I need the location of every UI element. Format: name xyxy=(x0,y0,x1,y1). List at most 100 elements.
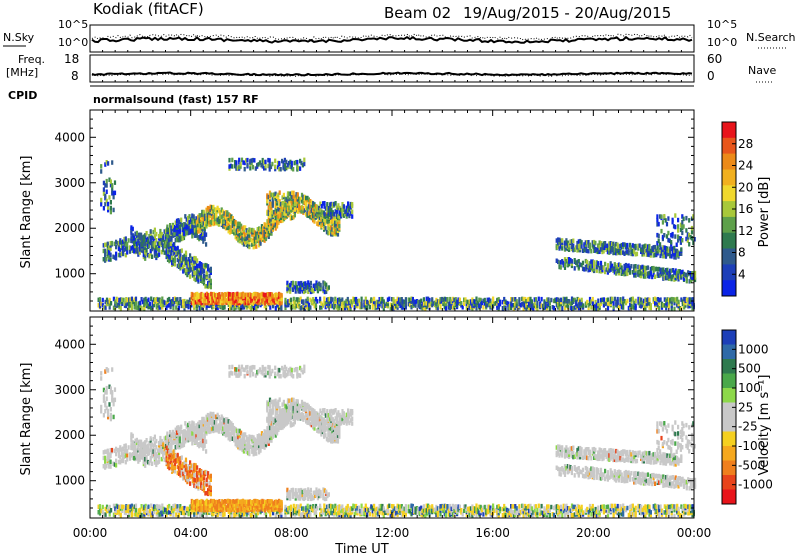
power-cell xyxy=(360,300,363,306)
power-cell xyxy=(238,233,241,238)
velocity-cell xyxy=(172,504,175,509)
power-cell xyxy=(681,220,684,225)
power-cell xyxy=(624,262,627,268)
power-cell xyxy=(228,300,231,305)
power-cell xyxy=(450,299,453,305)
power-cell xyxy=(232,299,235,304)
power-cell xyxy=(292,167,295,172)
power-cell xyxy=(336,226,340,231)
power-cell xyxy=(691,297,694,302)
power-cell xyxy=(316,204,319,209)
power-cell xyxy=(173,254,176,259)
velocity-cell xyxy=(576,503,579,509)
power-cell xyxy=(221,294,224,300)
velocity-cell xyxy=(573,504,576,510)
velocity-cell xyxy=(306,508,309,514)
power-cell xyxy=(418,303,421,308)
power-cell xyxy=(197,277,200,283)
power-cell xyxy=(612,266,615,271)
power-cell xyxy=(597,298,600,303)
power-cell xyxy=(428,297,431,303)
power-cell xyxy=(374,301,377,306)
power-cell xyxy=(465,299,468,305)
power-cell xyxy=(298,207,301,213)
power-cell xyxy=(263,234,266,240)
power-cell xyxy=(677,228,680,233)
power-cell xyxy=(109,246,112,252)
power-cell xyxy=(170,230,173,235)
power-cell xyxy=(267,232,270,237)
velocity-cell xyxy=(548,508,551,513)
power-cell xyxy=(688,242,691,247)
power-cell xyxy=(505,300,509,306)
power-cell xyxy=(319,282,322,288)
power-cell xyxy=(320,221,323,226)
power-cell xyxy=(402,302,405,308)
power-cell xyxy=(238,305,241,311)
power-cell xyxy=(693,237,696,242)
power-cell xyxy=(420,298,423,304)
velocity-cell xyxy=(233,513,236,518)
velocity-cell xyxy=(486,504,489,510)
power-cell xyxy=(402,305,405,310)
power-cell xyxy=(227,212,230,217)
power-cell xyxy=(295,192,298,197)
power-cell xyxy=(259,229,262,235)
velocity-cell xyxy=(497,504,500,509)
velocity-cell xyxy=(125,504,128,509)
power-cell xyxy=(656,222,659,227)
velocity-cell xyxy=(642,505,646,511)
power-cell xyxy=(588,301,592,306)
velocity-cell xyxy=(630,506,633,511)
velocity-cell xyxy=(287,509,290,515)
power-cell xyxy=(137,239,140,244)
power-cell xyxy=(196,270,199,275)
velocity-cell xyxy=(230,512,233,518)
velocity-cell xyxy=(125,508,128,513)
power-cell xyxy=(168,255,171,260)
power-cell xyxy=(115,244,118,250)
power-cell xyxy=(186,272,189,278)
power-cell xyxy=(341,202,344,207)
velocity-cell xyxy=(472,506,475,511)
power-cell xyxy=(684,303,687,308)
velocity-cell xyxy=(319,503,322,509)
power-cell xyxy=(642,249,645,255)
power-cell xyxy=(566,303,569,309)
power-cell xyxy=(294,194,297,200)
power-cell xyxy=(393,299,396,304)
power-cell xyxy=(528,301,531,307)
power-cell xyxy=(634,303,637,309)
velocity-cell xyxy=(371,508,374,514)
velocity-cell xyxy=(360,507,363,513)
power-cell xyxy=(355,303,358,308)
power-cell xyxy=(275,292,278,297)
power-cell xyxy=(283,163,286,168)
velocity-cell xyxy=(147,504,150,509)
power-cell xyxy=(109,205,112,211)
power-cell xyxy=(186,259,189,264)
power-cell xyxy=(193,255,196,261)
power-cell xyxy=(173,227,176,233)
power-cell xyxy=(379,296,383,302)
power-cell xyxy=(269,164,273,170)
power-cell xyxy=(576,240,579,246)
power-cell xyxy=(112,194,115,200)
power-cell xyxy=(261,160,264,165)
power-cell xyxy=(363,303,366,308)
power-cell xyxy=(467,299,470,305)
power-cell xyxy=(197,229,200,234)
power-cell xyxy=(299,166,302,171)
power-cell xyxy=(637,243,640,249)
velocity-cell xyxy=(450,506,453,512)
power-cell xyxy=(399,297,402,302)
power-cell xyxy=(112,207,115,213)
power-cell xyxy=(307,204,310,209)
velocity-cell xyxy=(104,512,107,517)
velocity-cell xyxy=(606,512,610,518)
power-cell xyxy=(195,230,198,235)
velocity-cell xyxy=(272,510,275,516)
power-cell xyxy=(108,301,111,307)
power-cell xyxy=(178,254,181,260)
power-cell xyxy=(257,292,260,297)
